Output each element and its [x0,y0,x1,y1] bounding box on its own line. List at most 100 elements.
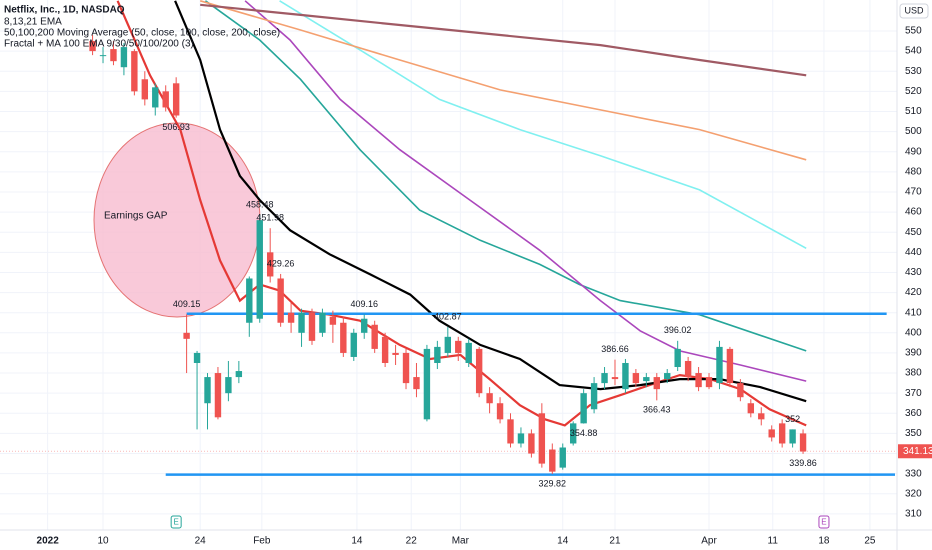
candle-body [695,373,702,388]
candle-body [413,377,420,390]
candle-body [747,403,755,414]
candle-body [737,383,744,398]
y-tick-label: 460 [905,207,922,218]
fractal-label: 458.48 [246,200,274,210]
candle-body [664,373,671,380]
candle-body [632,373,640,384]
candle-body [758,413,765,420]
y-tick-label: 320 [905,488,922,499]
candle-body [549,449,556,472]
candle-body [110,49,117,62]
y-tick-label: 370 [905,388,922,399]
candle-body [89,41,96,52]
y-tick-label: 350 [905,428,922,439]
candle-body [444,336,452,353]
fractal-label: 354.88 [570,428,598,438]
indicator-label: 8,13,21 EMA [4,17,62,28]
candle-body [350,332,357,357]
candle-body [486,393,493,404]
x-tick-label: 14 [557,536,569,547]
x-tick-label: 11 [768,536,779,547]
ma-line [279,0,807,250]
symbol-title: Netflix, Inc., 1D, NASDAQ [4,5,125,16]
candle-body [507,419,514,444]
currency[interactable]: USD [904,5,924,15]
candle-body [653,377,660,390]
candle-body [319,312,326,333]
candle-body [684,360,692,378]
candle-body [246,278,253,323]
candle-body [235,371,243,378]
event-label: E [821,518,826,527]
x-tick-label: 18 [818,536,830,547]
candle-body [329,316,337,325]
candle-body [559,447,566,468]
candle-body [434,346,441,363]
candle-body [392,352,399,355]
candle-body [225,377,232,394]
fractal-label: 339.86 [789,458,817,468]
fractal-label: 386.66 [601,344,629,354]
fractal-label: 429.26 [267,258,295,268]
y-tick-label: 520 [905,86,922,97]
event-marker [170,515,182,529]
candle-body [538,413,546,464]
ma-line [200,3,807,77]
x-tick-label: 24 [195,536,207,547]
candle-body [266,252,274,277]
candle-body [674,348,681,368]
candle-body [361,318,368,333]
candle-body [141,79,149,100]
y-tick-label: 360 [905,408,922,419]
candle-body [580,393,587,424]
candle-body [799,433,807,452]
x-tick-label: Apr [701,536,717,547]
y-tick-label: 540 [905,46,922,57]
candle-body [99,55,107,57]
candle-body [622,362,629,390]
candle-body [277,278,284,323]
currency-box[interactable] [899,3,929,19]
fractal-label: 409.16 [350,299,378,309]
candle-body [298,312,305,333]
y-tick-label: 380 [905,368,922,379]
candle-body [120,47,128,68]
y-tick-label: 450 [905,227,922,238]
y-tick-label: 330 [905,468,922,479]
ma-line [204,0,807,352]
y-tick-label: 530 [905,66,922,77]
candle-body [768,429,775,438]
candle-body [705,377,713,388]
y-tick-label: 440 [905,247,922,258]
candle-body [381,336,389,363]
candle-body [569,423,577,444]
candle-body [590,383,598,410]
y-tick-label: 550 [905,26,922,37]
candle-body [172,83,180,116]
candle-body [402,352,410,384]
last-price-label: 341.13 [903,446,932,457]
candle-body [162,91,169,108]
candle-body [789,429,796,444]
x-tick-label: Mar [452,536,470,547]
fractal-label: 366.43 [643,405,671,415]
candle-body [601,373,608,384]
event-label: E [173,518,178,527]
y-tick-label: 500 [905,126,922,137]
candle-body [716,346,723,384]
candle-body [131,51,138,92]
indicator-label: 50,100,200 Moving Average (50, close, 10… [4,28,280,39]
fractal-label: 352 [785,414,800,424]
candle-body [778,423,786,444]
candle-body [183,332,190,339]
y-tick-label: 430 [905,267,922,278]
candle-body [423,348,431,420]
candle-body [475,348,483,394]
y-tick-label: 420 [905,287,922,298]
ma-line [244,0,807,382]
candle-body [726,348,734,384]
y-tick-label: 490 [905,146,922,157]
x-tick-label: 25 [864,536,876,547]
y-tick-label: 410 [905,307,922,318]
plot: 506.93 409.15 458.48 451.98 429.26 409.16 402.… [0,0,897,488]
